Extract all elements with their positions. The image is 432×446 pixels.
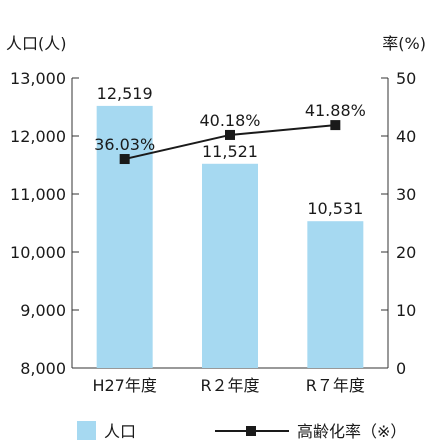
line-point (119, 154, 130, 165)
x-tick-label: R７年度 (306, 376, 365, 395)
legend-label-rate: 高齢化率（※） (297, 422, 406, 441)
bar (202, 163, 258, 368)
x-tick-label: R２年度 (200, 376, 259, 395)
line-value-label: 40.18% (199, 111, 260, 130)
y-right-tick-label: 20 (396, 243, 416, 262)
y-left-tick-label: 8,000 (20, 359, 66, 378)
bar (96, 105, 153, 368)
data-labels: 12,519 11,521 10,531 36.03% 40.18% 41.88% (94, 84, 366, 218)
y-right-tick-label: 50 (396, 69, 416, 88)
legend: 人口 高齢化率（※） (77, 421, 406, 441)
y-right-tick-label: 30 (396, 185, 416, 204)
bar-series (96, 105, 364, 368)
y-left-tick-label: 9,000 (20, 301, 66, 320)
line-point (225, 129, 235, 140)
y-right-tick-label: 0 (396, 359, 406, 378)
bar (307, 221, 364, 368)
bar-value-label: 11,521 (202, 142, 258, 161)
y-left-tick-label: 13,000 (10, 69, 66, 88)
line-value-label: 36.03% (94, 135, 155, 154)
line-value-label: 41.88% (305, 101, 366, 120)
legend-marker-rate (246, 426, 256, 436)
axes: 人口(人) 率(%) 8,000 9,000 10,000 11,000 12,000 13,… (6, 34, 426, 395)
legend-label-population: 人口 (104, 422, 136, 441)
line-series (119, 120, 341, 165)
x-tick-label: H27年度 (92, 376, 156, 395)
y-left-tick-label: 12,000 (10, 127, 66, 146)
y-right-tick-label: 40 (396, 127, 416, 146)
line-point (330, 120, 341, 131)
bar-value-label: 12,519 (97, 84, 153, 103)
bar-value-label: 10,531 (307, 199, 363, 218)
y-left-axis-title: 人口(人) (6, 34, 67, 53)
y-right-axis-title: 率(%) (382, 34, 426, 53)
y-right-tick-label: 10 (396, 301, 416, 320)
legend-swatch-population (77, 421, 96, 440)
y-left-tick-label: 11,000 (10, 185, 66, 204)
y-left-tick-label: 10,000 (10, 243, 66, 262)
